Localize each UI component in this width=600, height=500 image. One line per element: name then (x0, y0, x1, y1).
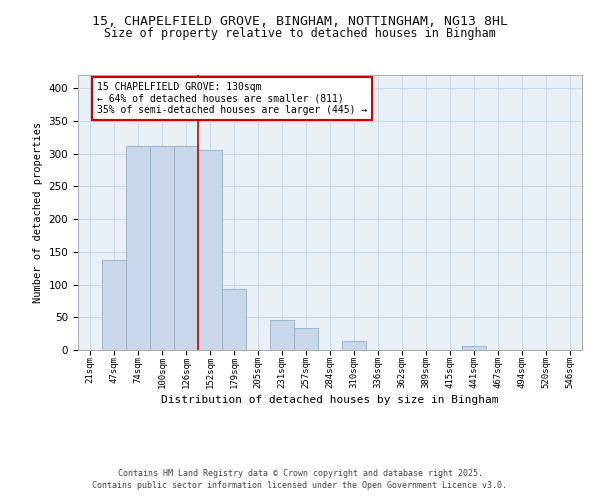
X-axis label: Distribution of detached houses by size in Bingham: Distribution of detached houses by size … (161, 396, 499, 406)
Y-axis label: Number of detached properties: Number of detached properties (33, 122, 43, 303)
Bar (150, 146, 174, 350)
Bar (270, 320, 294, 350)
Text: 15 CHAPELFIELD GROVE: 130sqm
← 64% of detached houses are smaller (811)
35% of s: 15 CHAPELFIELD GROVE: 130sqm ← 64% of de… (97, 82, 367, 114)
Bar (102, 260, 126, 350)
Bar (294, 328, 318, 350)
Bar (198, 150, 222, 350)
Bar (174, 146, 198, 350)
Bar (126, 146, 150, 350)
Text: 15, CHAPELFIELD GROVE, BINGHAM, NOTTINGHAM, NG13 8HL: 15, CHAPELFIELD GROVE, BINGHAM, NOTTINGH… (92, 15, 508, 28)
Bar (462, 346, 486, 350)
Bar (342, 341, 366, 350)
Text: Contains HM Land Registry data © Crown copyright and database right 2025.
Contai: Contains HM Land Registry data © Crown c… (92, 469, 508, 490)
Bar (222, 289, 246, 350)
Text: Size of property relative to detached houses in Bingham: Size of property relative to detached ho… (104, 28, 496, 40)
